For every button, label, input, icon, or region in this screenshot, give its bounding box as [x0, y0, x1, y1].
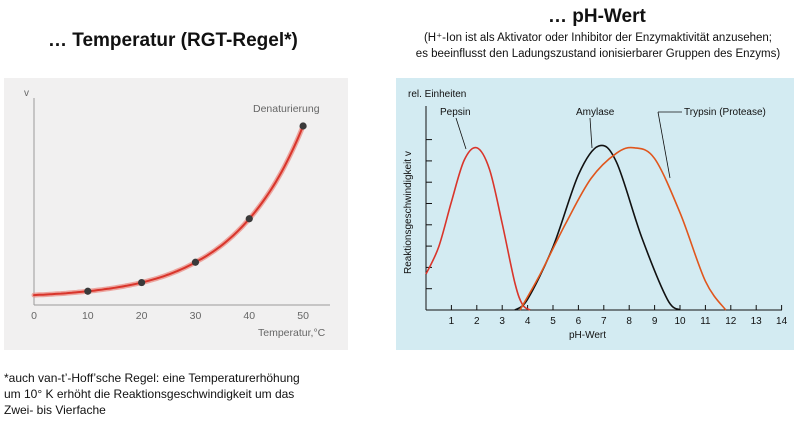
footnote-line-3: Zwei- bis Vierfache [4, 403, 106, 417]
footnote-line-1: *auch van-t’-Hoff’sche Regel: eine Tempe… [4, 371, 300, 385]
trypsin-leader-line-2 [657, 111, 671, 179]
pepsin-leader-line [455, 117, 467, 150]
trypsin-curve [519, 146, 727, 311]
footnote-line-2: um 10° K erhöht die Reaktionsgeschwindig… [4, 387, 295, 401]
ph-chart: rel. Einheiten Reaktionsgeschwindigkeit … [396, 78, 794, 350]
temperature-y-label: v [24, 88, 29, 99]
ph-x-tick-label: 13 [751, 316, 763, 327]
temperature-x-tick-label: 30 [190, 310, 202, 322]
ph-x-tick-label: 10 [674, 316, 686, 327]
ph-x-tick-label: 9 [652, 316, 658, 327]
right-title: … pH-Wert [548, 6, 646, 27]
amylase-curve [514, 144, 681, 311]
temperature-x-tick-label: 40 [243, 310, 255, 322]
ph-x-tick-label: 12 [725, 316, 737, 327]
right-subtitle-line-1: (H⁺-Ion ist als Aktivator oder Inhibitor… [423, 32, 773, 44]
temperature-data-point [299, 122, 307, 130]
amylase-label: Amylase [576, 107, 615, 118]
ph-x-tick-label: 6 [576, 316, 582, 327]
amylase-leader-line [589, 117, 593, 149]
temperature-data-point [138, 278, 146, 287]
temperature-chart: v Temperatur,°C Denaturierung 0 10 20 30 40 5… [4, 78, 348, 350]
trypsin-label: Trypsin (Protease) [684, 107, 766, 118]
temperature-x-tick-label: 10 [82, 310, 94, 322]
temperature-data-point [191, 258, 200, 266]
pepsin-label: Pepsin [440, 107, 471, 118]
right-subtitle: (H⁺-Ion ist als Aktivator oder Inhibitor… [392, 30, 804, 62]
ph-x-tick-label: 11 [700, 316, 711, 327]
ph-x-tick-label: 5 [550, 316, 556, 327]
right-subtitle-line-2: es beeinflusst den Ladungszustand ionisi… [415, 48, 781, 60]
temperature-data-point [245, 215, 253, 223]
ph-x-tick-label: 14 [776, 316, 788, 327]
temperature-data-point [84, 287, 92, 295]
temperature-curve [33, 125, 305, 297]
left-title: … Temperatur (RGT-Regel*) [48, 30, 298, 51]
ph-x-tick-label: 2 [474, 316, 480, 327]
ph-y-label: Reaktionsgeschwindigkeit v [403, 151, 414, 274]
ph-chart-background [396, 78, 794, 350]
footnote: *auch van-t’-Hoff’sche Regel: eine Tempe… [4, 370, 349, 418]
temperature-x-label: Temperatur,°C [258, 327, 326, 339]
ph-x-label: pH-Wert [569, 330, 606, 341]
ph-y-label-top: rel. Einheiten [408, 89, 466, 100]
temperature-x-tick-label: 0 [31, 310, 37, 322]
temperature-x-tick-label: 20 [136, 310, 148, 322]
ph-x-tick-label: 1 [449, 316, 455, 327]
denaturation-label: Denaturierung [253, 103, 320, 115]
pepsin-curve [425, 146, 531, 311]
ph-x-tick-label: 8 [626, 316, 632, 327]
temperature-x-tick-label: 50 [297, 310, 309, 322]
ph-x-tick-label: 7 [601, 316, 607, 327]
ph-x-tick-label: 3 [499, 316, 505, 327]
ph-x-tick-label: 4 [525, 316, 531, 327]
